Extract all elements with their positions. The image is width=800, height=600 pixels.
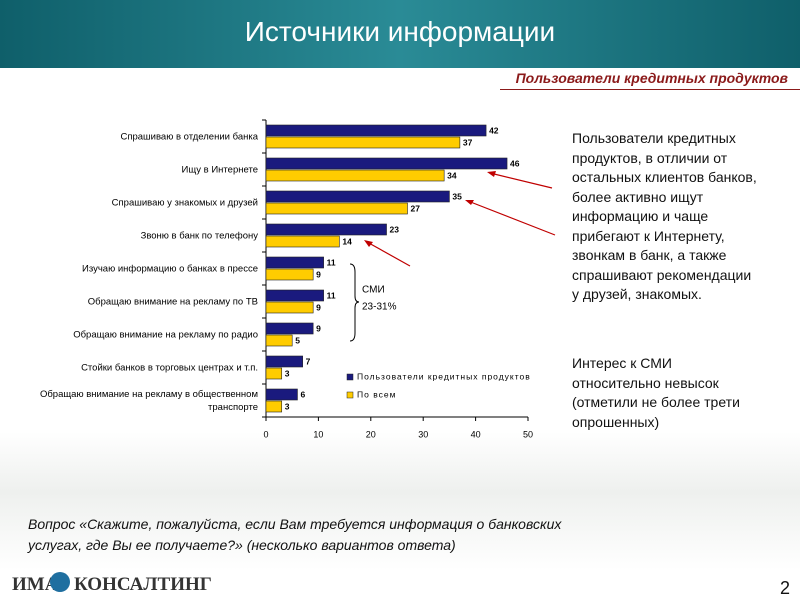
data-label: 3	[285, 368, 290, 378]
data-label: 14	[342, 236, 352, 246]
bar	[265, 190, 450, 203]
bar	[265, 124, 487, 137]
y-tick-label: Обращаю внимание на рекламу по ТВ	[87, 296, 258, 307]
x-tick-label: 20	[366, 429, 376, 439]
x-tick-label: 10	[313, 429, 323, 439]
data-label: 35	[452, 191, 462, 201]
data-label: 11	[327, 290, 336, 300]
legend-label: По всем	[357, 389, 396, 399]
arrow	[489, 172, 553, 189]
data-label: 5	[295, 335, 300, 345]
y-tick-label: Спрашиваю в отделении банка	[120, 131, 258, 142]
data-label: 9	[316, 302, 321, 312]
subtitle-rule	[500, 89, 800, 90]
logo-icon	[50, 572, 70, 592]
data-label: 27	[410, 203, 420, 213]
arrow-head	[487, 171, 496, 177]
x-tick-label: 0	[263, 429, 268, 439]
logo-text: ИМА	[12, 574, 59, 595]
paragraph: Интерес к СМИ относительно невысок (отме…	[572, 355, 740, 430]
bar	[265, 157, 508, 170]
slide-subtitle: Пользователи кредитных продуктов	[515, 70, 788, 86]
bar	[265, 334, 293, 347]
arrow	[467, 200, 556, 236]
data-label: 6	[300, 389, 305, 399]
bar	[265, 367, 283, 380]
bar	[265, 136, 461, 149]
arrow-head	[364, 240, 373, 247]
legend-swatch	[346, 373, 354, 381]
x-tick-label: 30	[418, 429, 428, 439]
annotation: 23-31%	[362, 302, 397, 313]
y-tick-label: Изучаю информацию о банках в прессе	[82, 263, 258, 274]
annotation: СМИ	[362, 285, 385, 296]
legend-swatch	[346, 391, 354, 399]
bar	[265, 400, 283, 413]
slide-title: Источники информации	[244, 16, 556, 47]
bar	[265, 322, 314, 335]
data-label: 34	[447, 170, 457, 180]
x-tick-label: 40	[471, 429, 481, 439]
y-tick-label: Ищу в Интернете	[181, 164, 258, 175]
y-tick-label: Спрашиваю у знакомых и друзей	[111, 197, 258, 208]
bar	[265, 289, 324, 302]
bar	[265, 169, 445, 182]
bar	[265, 268, 314, 281]
arrow	[366, 241, 411, 267]
paragraph: Пользователи кредитных продуктов, в отли…	[572, 130, 757, 302]
bar	[265, 355, 303, 368]
y-tick-label: Обращаю внимание на рекламу по радио	[73, 329, 258, 340]
bar	[265, 388, 298, 401]
arrow-head	[465, 200, 474, 205]
data-label: 46	[510, 158, 520, 168]
bracket	[349, 263, 360, 342]
data-label: 9	[316, 269, 321, 279]
page-number: 2	[780, 578, 791, 598]
logo-text: КОНСАЛТИНГ	[74, 574, 212, 595]
data-label: 7	[306, 356, 311, 366]
legend-label: Пользователи кредитных продуктов	[357, 371, 531, 381]
bar	[265, 235, 340, 248]
x-tick-label: 50	[523, 429, 533, 439]
bar	[265, 202, 408, 215]
bar	[265, 223, 387, 236]
bar	[265, 301, 314, 314]
data-label: 37	[463, 137, 473, 147]
question: Вопрос «Скажите, пожалуйста, если Вам тр…	[28, 516, 562, 553]
data-label: 42	[489, 125, 499, 135]
data-label: 3	[285, 401, 290, 411]
header-band	[0, 0, 800, 68]
y-tick-label: Звоню в банк по телефону	[140, 230, 258, 241]
bar	[265, 256, 324, 269]
y-tick-label: Обращаю внимание на рекламу в общественн…	[39, 388, 258, 413]
data-label: 9	[316, 323, 321, 333]
y-tick-label: Стойки банков в торговых центрах и т.п.	[81, 362, 258, 373]
data-label: 11	[327, 257, 336, 267]
data-label: 23	[390, 224, 400, 234]
